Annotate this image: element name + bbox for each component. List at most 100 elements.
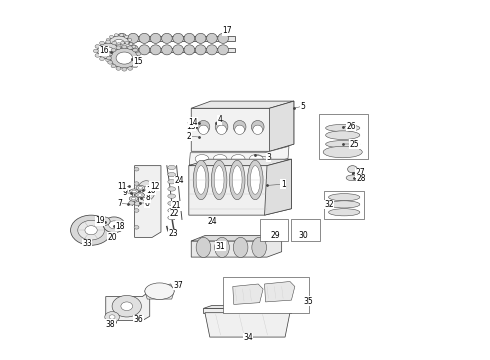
Polygon shape (191, 235, 282, 241)
Ellipse shape (249, 154, 263, 163)
Text: 10: 10 (147, 185, 156, 194)
Ellipse shape (168, 172, 175, 177)
Text: 21: 21 (172, 201, 181, 210)
Text: 20: 20 (107, 233, 117, 242)
Ellipse shape (121, 41, 124, 44)
Text: 30: 30 (299, 231, 309, 240)
Text: 1: 1 (281, 180, 286, 189)
Ellipse shape (130, 189, 139, 194)
Text: 24: 24 (174, 176, 184, 185)
Ellipse shape (121, 55, 124, 58)
Ellipse shape (213, 154, 227, 163)
Bar (194, 122, 201, 125)
Ellipse shape (250, 166, 260, 194)
Text: 27: 27 (356, 168, 365, 177)
Ellipse shape (346, 175, 359, 181)
Ellipse shape (118, 49, 123, 53)
Text: 26: 26 (346, 122, 356, 131)
Ellipse shape (233, 121, 246, 134)
Ellipse shape (125, 55, 129, 58)
Ellipse shape (138, 194, 142, 196)
Text: 19: 19 (95, 216, 105, 225)
Ellipse shape (128, 46, 133, 49)
Polygon shape (191, 101, 294, 108)
Ellipse shape (326, 125, 360, 132)
Ellipse shape (329, 194, 360, 201)
Text: 11: 11 (117, 181, 126, 190)
Ellipse shape (114, 34, 118, 37)
Ellipse shape (215, 237, 229, 257)
Ellipse shape (162, 45, 172, 55)
Text: 8: 8 (146, 193, 150, 202)
Ellipse shape (195, 33, 206, 43)
Text: 13: 13 (186, 122, 196, 131)
Polygon shape (189, 159, 292, 166)
Ellipse shape (329, 209, 360, 216)
Ellipse shape (122, 68, 127, 71)
Ellipse shape (217, 125, 226, 134)
Ellipse shape (233, 237, 248, 257)
Ellipse shape (116, 67, 121, 70)
Ellipse shape (137, 56, 142, 60)
Ellipse shape (253, 125, 263, 134)
Ellipse shape (247, 160, 263, 200)
Bar (223, 277, 309, 313)
Ellipse shape (136, 185, 145, 190)
Ellipse shape (145, 283, 174, 300)
Text: 28: 28 (356, 174, 366, 183)
Ellipse shape (121, 302, 133, 311)
Ellipse shape (133, 48, 138, 52)
Ellipse shape (105, 312, 120, 322)
Ellipse shape (132, 45, 136, 48)
Text: 5: 5 (300, 102, 305, 111)
Ellipse shape (128, 33, 139, 43)
Ellipse shape (198, 125, 208, 134)
Ellipse shape (128, 67, 133, 70)
Ellipse shape (111, 48, 116, 52)
Ellipse shape (143, 186, 150, 195)
Polygon shape (265, 282, 295, 302)
Ellipse shape (125, 41, 129, 44)
Ellipse shape (215, 121, 228, 134)
Ellipse shape (85, 226, 97, 235)
Ellipse shape (116, 46, 121, 49)
Ellipse shape (326, 131, 360, 139)
Ellipse shape (129, 42, 133, 45)
Ellipse shape (218, 33, 228, 43)
Ellipse shape (168, 216, 175, 220)
Ellipse shape (105, 42, 109, 45)
Ellipse shape (229, 160, 245, 200)
Ellipse shape (99, 41, 104, 45)
Ellipse shape (231, 154, 245, 163)
Ellipse shape (134, 226, 139, 229)
Ellipse shape (133, 64, 138, 68)
Ellipse shape (116, 43, 134, 56)
Text: 22: 22 (170, 209, 179, 218)
Text: 15: 15 (134, 57, 143, 66)
Ellipse shape (139, 33, 150, 43)
Ellipse shape (211, 160, 227, 200)
Text: 23: 23 (169, 229, 178, 238)
Ellipse shape (117, 45, 127, 55)
Ellipse shape (94, 49, 98, 53)
Ellipse shape (113, 39, 125, 48)
Ellipse shape (134, 182, 139, 185)
Ellipse shape (103, 47, 114, 55)
Text: 38: 38 (106, 320, 116, 329)
Ellipse shape (168, 180, 175, 184)
Ellipse shape (139, 45, 150, 55)
Ellipse shape (133, 48, 137, 51)
Ellipse shape (184, 45, 195, 55)
Ellipse shape (206, 33, 217, 43)
Ellipse shape (232, 166, 242, 194)
Ellipse shape (124, 49, 128, 52)
Ellipse shape (106, 39, 110, 41)
Ellipse shape (138, 181, 155, 201)
Text: 18: 18 (116, 222, 125, 231)
Ellipse shape (95, 54, 100, 57)
Ellipse shape (106, 56, 111, 60)
Text: 24: 24 (174, 176, 184, 185)
Ellipse shape (218, 45, 228, 55)
Ellipse shape (193, 160, 209, 200)
Ellipse shape (134, 167, 139, 171)
